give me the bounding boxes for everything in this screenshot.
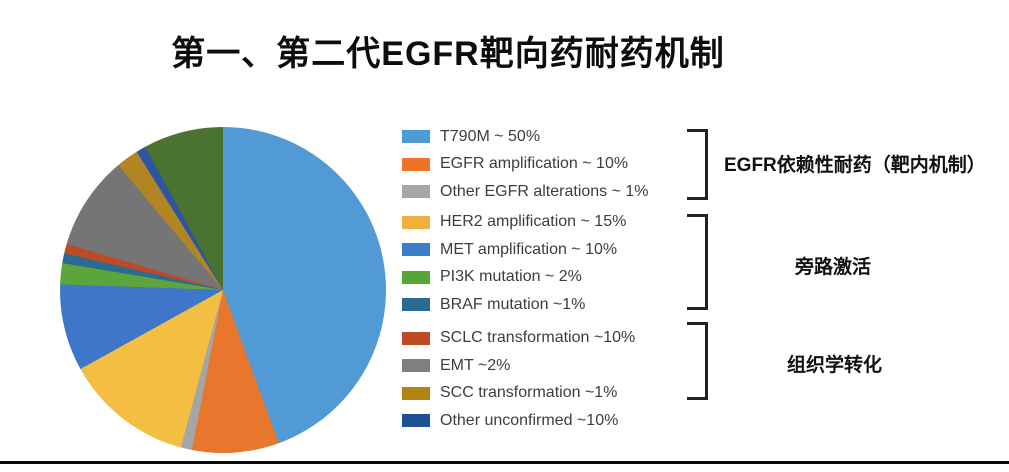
page-title: 第一、第二代EGFR靶向药耐药机制 [171,35,725,73]
legend-item-label: EGFR amplification ~ 10% [440,155,629,173]
legend-item: MET amplification ~ 10% [402,236,672,264]
legend-group-other: Other unconfirmed ~10% [402,407,672,435]
legend-color-swatch [402,270,430,284]
legend-item-label: SCC transformation ~1% [440,384,618,402]
legend-color-swatch [402,215,430,229]
pie-chart [60,127,386,453]
legend-item: PI3K mutation ~ 2% [402,264,672,292]
legend-item-label: Other EGFR alterations ~ 1% [440,182,649,200]
legend-color-swatch [402,185,430,199]
chart-legend: T790M ~ 50% EGFR amplification ~ 10% Oth… [402,123,672,435]
legend-item-label: EMT ~2% [440,356,511,374]
bottom-divider-line [0,461,1009,464]
legend-color-swatch [402,331,430,345]
legend-group-egfr-dependent: T790M ~ 50% EGFR amplification ~ 10% Oth… [402,123,672,206]
legend-item: SCC transformation ~1% [402,380,672,408]
legend-item: EGFR amplification ~ 10% [402,151,672,179]
bracket-bypass-activation [687,214,708,310]
legend-group-histologic-transformation: SCLC transformation ~10% EMT ~2% SCC tra… [402,325,672,408]
legend-color-swatch [402,243,430,257]
group-label-egfr-dependent: EGFR依赖性耐药（靶内机制） [724,155,986,176]
legend-item-label: HER2 amplification ~ 15% [440,213,627,231]
legend-color-swatch [402,130,430,144]
group-label-histologic-transformation: 组织学转化 [787,355,883,376]
legend-item: Other EGFR alterations ~ 1% [402,178,672,206]
legend-item: EMT ~2% [402,352,672,380]
legend-item-label: BRAF mutation ~1% [440,295,586,313]
legend-item-label: PI3K mutation ~ 2% [440,268,582,286]
legend-color-swatch [402,414,430,428]
legend-item-label: T790M ~ 50% [440,127,541,145]
legend-item: SCLC transformation ~10% [402,325,672,353]
legend-item-label: Other unconfirmed ~10% [440,411,619,429]
legend-color-swatch [402,298,430,312]
legend-color-swatch [402,359,430,373]
bracket-histologic-transformation [687,322,708,400]
bracket-egfr-dependent [687,129,708,200]
legend-group-bypass-activation: HER2 amplification ~ 15% MET amplificati… [402,209,672,319]
legend-color-swatch [402,386,430,400]
legend-item-label: SCLC transformation ~10% [440,329,636,347]
legend-item: Other unconfirmed ~10% [402,407,672,435]
group-label-bypass-activation: 旁路激活 [795,257,872,278]
legend-item: HER2 amplification ~ 15% [402,209,672,237]
legend-item-label: MET amplification ~ 10% [440,240,618,258]
legend-color-swatch [402,157,430,171]
legend-item: T790M ~ 50% [402,123,672,151]
legend-item: BRAF mutation ~1% [402,291,672,319]
